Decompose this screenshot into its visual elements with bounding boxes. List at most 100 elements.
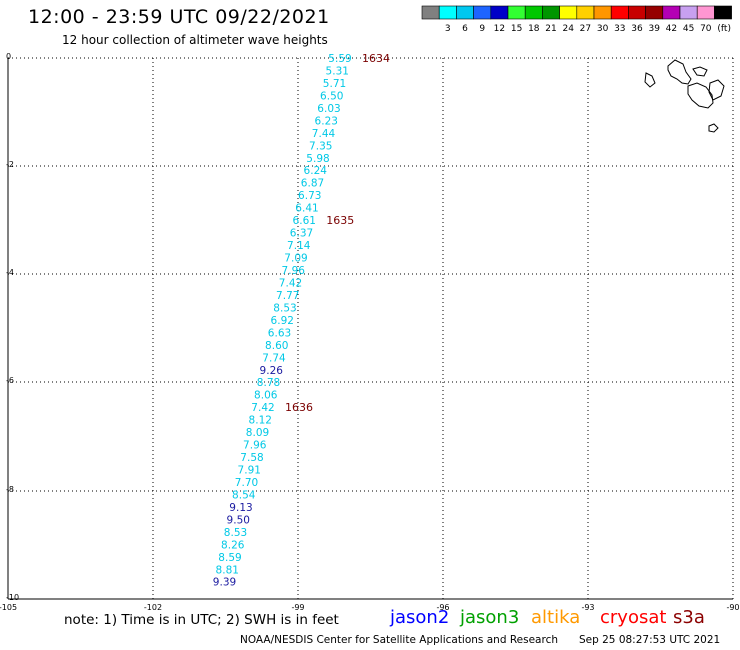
legend-label: 27 [580,24,591,34]
legend-swatch [421,5,440,20]
island-outline [692,66,708,77]
satellite-jason3: jason3 [460,607,520,628]
legend-swatch [628,5,646,20]
swh-value: 5.98 [306,153,329,165]
legend-label: 33 [614,24,625,34]
latitude-label: -10 [6,593,19,602]
legend-label: 9 [479,24,485,34]
wave-height-legend: 3 6 9 12 15 18 21 24 27 30 33 36 39 42 45 70 (ft) [421,5,732,34]
swh-value: 5.71 [323,78,346,90]
swh-value: 6.37 [290,228,313,240]
legend-swatch [696,5,715,20]
legend-swatch [679,5,698,20]
legend-swatch [610,5,629,20]
legend-label: 24 [562,24,574,34]
swh-value: 6.92 [271,315,294,327]
footer-credit: NOAA/NESDIS Center for Satellite Applica… [240,634,558,646]
swh-value: 7.58 [240,452,263,464]
swh-value: 7.42 [279,277,302,289]
island-outline [708,79,725,101]
swh-value: 8.26 [221,539,245,551]
legend-swatch [456,5,474,20]
swh-value: 8.09 [246,427,269,439]
time-marker: 1634 [362,52,390,65]
satellite-jason2: jason2 [390,607,450,628]
swh-value: 8.06 [254,390,278,402]
swh-value: 6.03 [317,103,340,115]
legend-swatch [714,5,732,20]
legend-swatch [507,5,526,20]
legend-swatch [473,5,492,20]
legend-swatch [593,5,612,20]
legend-label: 39 [648,24,660,34]
swh-value: 9.39 [213,577,236,589]
time-marker: 1635 [326,214,354,227]
legend-swatch [438,5,457,20]
swh-value: 6.23 [315,115,338,127]
satellite-s3a: s3a [673,607,705,628]
map-title: 12:00 - 23:59 UTC 09/22/2021 [28,6,330,28]
island-outline [708,123,719,133]
swh-value: 9.50 [227,514,250,526]
latitude-label: -8 [6,485,14,494]
swh-value: 7.42 [251,402,274,414]
legend-label: 36 [631,24,643,34]
satellite-cryosat: cryosat [600,607,667,628]
swh-value: 5.31 [326,65,349,77]
swh-value: 7.96 [243,440,267,452]
swh-value: 8.53 [273,302,296,314]
satellite-altika: altika [531,607,581,628]
legend-label: 45 [683,24,694,34]
map-note: note: 1) Time is in UTC; 2) SWH is in fe… [64,612,339,628]
longitude-label: -93 [581,603,594,612]
satellite-track: 5.595.315.716.506.036.237.447.355.986.24… [213,52,390,589]
latitude-label: 0 [6,52,11,61]
galapagos-coastline [644,59,725,133]
swh-value: 7.74 [262,352,286,364]
legend-swatch [576,5,595,20]
swh-value: 6.50 [320,90,343,102]
swh-value: 7.96 [282,265,306,277]
swh-value: 6.24 [304,165,328,177]
latitude-label: -4 [6,268,14,277]
longitude-label: -96 [436,603,449,612]
map-grid: -105 -102 -99 -96 -93 -90 0 -2 -4 -6 -8 -10 [0,52,740,612]
island-outline [667,59,692,85]
legend-label: 30 [597,24,609,34]
swh-value: 7.91 [238,465,261,477]
swh-value: 6.87 [301,178,324,190]
island-outline [644,72,656,88]
longitude-label: -99 [291,603,304,612]
legend-label: 18 [528,24,540,34]
swh-value: 9.13 [229,502,252,514]
legend-swatch [662,5,681,20]
swh-value: 7.14 [287,240,311,252]
swh-value: 8.53 [224,527,247,539]
longitude-label: -90 [726,603,739,612]
legend-swatch [490,5,509,20]
longitude-label: -105 [0,603,17,612]
legend-label: 42 [666,24,677,34]
swh-value: 6.41 [295,203,318,215]
legend-swatch [542,5,560,20]
time-marker: 1636 [285,401,313,414]
swh-value: 7.70 [235,477,258,489]
footer-timestamp: Sep 25 08:27:53 UTC 2021 [579,634,721,646]
swh-value: 5.59 [328,53,351,65]
island-outline [687,82,714,109]
swh-value: 8.54 [232,489,256,501]
swh-value: 7.44 [312,128,336,140]
longitude-label: -102 [144,603,162,612]
map-subtitle: 12 hour collection of altimeter wave hei… [62,33,328,47]
legend-label: 6 [462,24,468,34]
swh-value: 6.61 [293,215,316,227]
swh-value: 9.26 [260,365,284,377]
legend-unit: (ft) [717,24,731,34]
legend-label: 15 [511,24,522,34]
swh-value: 6.73 [298,190,321,202]
swh-value: 8.78 [257,377,280,389]
swh-value: 8.81 [216,564,239,576]
latitude-label: -6 [6,376,14,385]
swh-value: 7.35 [309,140,332,152]
